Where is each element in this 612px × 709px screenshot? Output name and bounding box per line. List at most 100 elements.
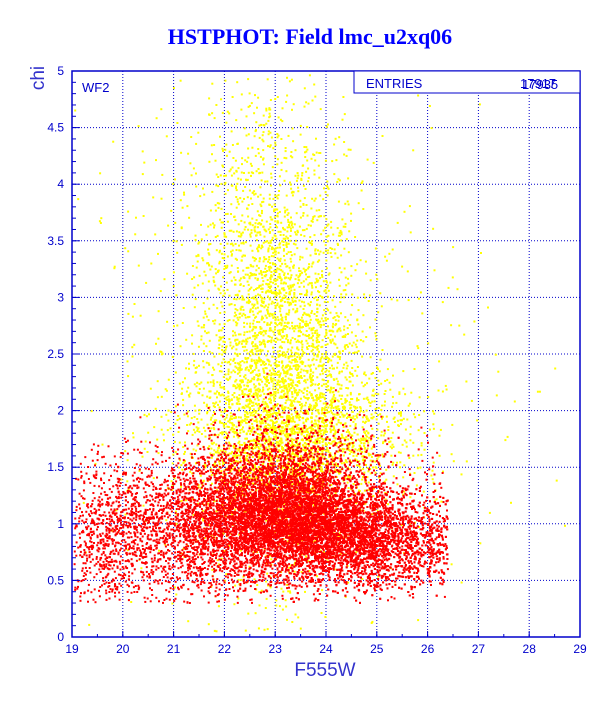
- scatter-point: [317, 426, 320, 429]
- scatter-point: [309, 466, 312, 468]
- scatter-point: [327, 336, 330, 339]
- scatter-point: [291, 441, 294, 443]
- scatter-point: [234, 339, 237, 342]
- scatter-point: [258, 172, 261, 175]
- scatter-point: [337, 465, 339, 468]
- scatter-point: [347, 438, 350, 441]
- scatter-point: [265, 458, 267, 460]
- scatter-point: [233, 498, 236, 500]
- scatter-point: [281, 299, 284, 302]
- scatter-point: [157, 337, 160, 340]
- scatter-point: [321, 589, 324, 592]
- scatter-point: [276, 257, 279, 260]
- scatter-point: [182, 398, 185, 401]
- scatter-point: [331, 355, 334, 358]
- scatter-point: [335, 476, 338, 479]
- scatter-point: [294, 357, 297, 360]
- scatter-point: [336, 442, 339, 445]
- scatter-point: [248, 92, 251, 95]
- scatter-point: [305, 411, 308, 413]
- scatter-point: [175, 513, 178, 516]
- scatter-point: [315, 329, 318, 332]
- scatter-point: [235, 314, 238, 317]
- scatter-point: [316, 354, 319, 357]
- scatter-point: [356, 464, 358, 467]
- scatter-point: [222, 376, 225, 378]
- scatter-point: [276, 324, 279, 327]
- scatter-point: [313, 83, 316, 86]
- scatter-point: [193, 383, 196, 386]
- scatter-point: [290, 367, 293, 370]
- scatter-point: [163, 278, 166, 281]
- scatter-point: [334, 492, 337, 494]
- scatter-point: [323, 430, 326, 433]
- scatter-point: [279, 300, 282, 303]
- scatter-point: [263, 235, 266, 238]
- scatter-point: [285, 384, 288, 387]
- scatter-point: [295, 340, 298, 343]
- scatter-point: [273, 262, 276, 265]
- scatter-point: [277, 194, 280, 197]
- scatter-point: [234, 294, 237, 297]
- scatter-point: [218, 460, 221, 463]
- scatter-point: [243, 172, 245, 174]
- scatter-point: [220, 285, 223, 288]
- scatter-point: [286, 618, 288, 621]
- scatter-point: [281, 329, 284, 332]
- scatter-point: [300, 375, 303, 377]
- scatter-point: [237, 270, 240, 273]
- scatter-point: [235, 348, 238, 351]
- scatter-point: [284, 209, 287, 212]
- scatter-point: [365, 434, 367, 437]
- scatter-point: [325, 281, 328, 284]
- scatter-point: [364, 374, 367, 377]
- scatter-point: [238, 367, 241, 369]
- scatter-point: [247, 289, 250, 292]
- scatter-point: [172, 433, 175, 436]
- scatter-point: [285, 235, 288, 238]
- scatter-point: [274, 319, 277, 322]
- scatter-point: [287, 134, 290, 137]
- scatter-point: [343, 113, 346, 116]
- scatter-point: [283, 274, 286, 276]
- scatter-point: [314, 441, 316, 444]
- scatter-point: [269, 144, 272, 147]
- scatter-point: [265, 316, 268, 319]
- scatter-point: [303, 146, 306, 148]
- scatter-point: [241, 157, 244, 160]
- scatter-point: [216, 449, 219, 452]
- scatter-point: [224, 79, 227, 82]
- scatter-point: [310, 157, 313, 160]
- scatter-point: [296, 391, 299, 394]
- scatter-point: [360, 482, 363, 485]
- scatter-point: [298, 465, 301, 468]
- scatter-point: [409, 472, 412, 475]
- scatter-point: [211, 112, 214, 115]
- scatter-point: [311, 468, 314, 471]
- scatter-point: [226, 319, 229, 322]
- scatter-point: [377, 414, 379, 417]
- scatter-point: [247, 171, 250, 174]
- scatter-point: [257, 360, 260, 362]
- scatter-point: [332, 428, 335, 431]
- scatter-point: [172, 285, 175, 288]
- scatter-point: [289, 417, 292, 420]
- scatter-point: [288, 388, 291, 391]
- scatter-point: [305, 268, 308, 271]
- scatter-point: [382, 442, 384, 445]
- scatter-point: [262, 439, 265, 442]
- scatter-point: [284, 421, 287, 424]
- scatter-point: [271, 236, 274, 239]
- scatter-point: [314, 401, 317, 404]
- scatter-point: [296, 455, 299, 458]
- scatter-point: [258, 284, 261, 287]
- scatter-point: [240, 108, 243, 111]
- scatter-point: [279, 265, 282, 268]
- scatter-point: [240, 476, 243, 479]
- scatter-point: [241, 379, 244, 382]
- scatter-point: [339, 553, 342, 556]
- scatter-point: [344, 333, 347, 336]
- scatter-point: [371, 372, 374, 374]
- scatter-point: [408, 457, 411, 459]
- scatter-point: [321, 353, 324, 355]
